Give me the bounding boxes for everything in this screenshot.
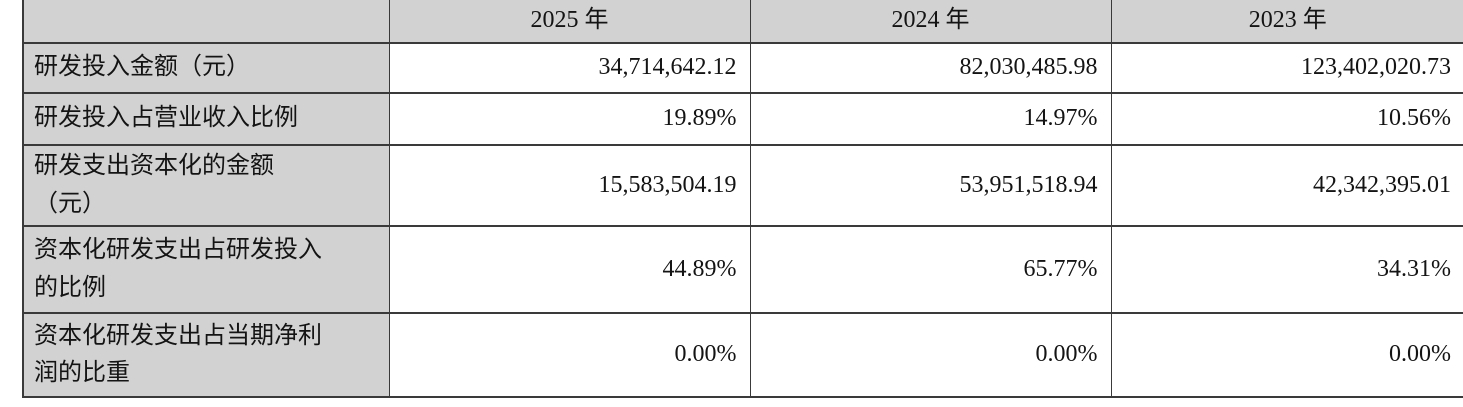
value-cell-2025: 34,714,642.12 xyxy=(388,42,751,94)
value-cell-2024: 53,951,518.94 xyxy=(749,144,1112,227)
value-cell-2024: 0.00% xyxy=(749,312,1112,398)
row-label: 研发支出资本化的金额 （元） xyxy=(22,144,390,227)
value-cell-2023: 34.31% xyxy=(1110,225,1463,314)
value-cell-2024: 65.77% xyxy=(749,225,1112,314)
row-label: 研发投入占营业收入比例 xyxy=(22,92,390,146)
value-cell-2023: 10.56% xyxy=(1110,92,1463,146)
year-header-2023: 2023 年 xyxy=(1110,0,1463,44)
value-cell-2025: 15,583,504.19 xyxy=(388,144,751,227)
value-cell-2025: 19.89% xyxy=(388,92,751,146)
row-label: 资本化研发支出占研发投入 的比例 xyxy=(22,225,390,314)
corner-header-cell xyxy=(22,0,390,44)
value-cell-2024: 82,030,485.98 xyxy=(749,42,1112,94)
table-row-capitalized-to-net-profit-ratio: 资本化研发支出占当期净利 润的比重 0.00% 0.00% 0.00% xyxy=(22,312,1463,398)
value-cell-2023: 0.00% xyxy=(1110,312,1463,398)
table-row-rd-to-revenue-ratio: 研发投入占营业收入比例 19.89% 14.97% 10.56% xyxy=(22,92,1463,146)
value-cell-2023: 42,342,395.01 xyxy=(1110,144,1463,227)
value-cell-2025: 0.00% xyxy=(388,312,751,398)
table-header-row: 2025 年 2024 年 2023 年 xyxy=(22,0,1463,44)
row-label: 资本化研发支出占当期净利 润的比重 xyxy=(22,312,390,398)
value-cell-2023: 123,402,020.73 xyxy=(1110,42,1463,94)
year-header-2025: 2025 年 xyxy=(388,0,751,44)
value-cell-2025: 44.89% xyxy=(388,225,751,314)
year-header-2024: 2024 年 xyxy=(749,0,1112,44)
rd-investment-table: 2025 年 2024 年 2023 年 研发投入金额（元） 34,714,64… xyxy=(22,0,1463,398)
value-cell-2024: 14.97% xyxy=(749,92,1112,146)
table-row-rd-investment-amount: 研发投入金额（元） 34,714,642.12 82,030,485.98 12… xyxy=(22,42,1463,94)
table-row-capitalized-to-rd-ratio: 资本化研发支出占研发投入 的比例 44.89% 65.77% 34.31% xyxy=(22,225,1463,314)
row-label: 研发投入金额（元） xyxy=(22,42,390,94)
table-row-capitalized-rd-amount: 研发支出资本化的金额 （元） 15,583,504.19 53,951,518.… xyxy=(22,144,1463,227)
